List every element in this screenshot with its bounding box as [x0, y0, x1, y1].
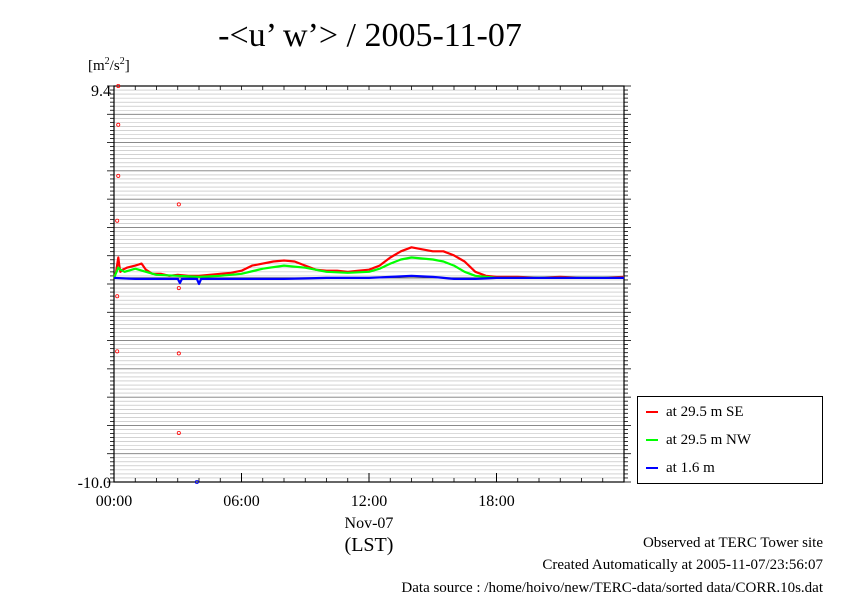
- legend-item-se: at 29.5 m SE: [644, 402, 820, 422]
- legend-label: at 1.6 m: [666, 460, 715, 476]
- outlier-point: [116, 84, 121, 89]
- outlier-point: [116, 173, 121, 178]
- outlier-point: [115, 218, 120, 223]
- footer-source: Data source : /home/hoivo/new/TERC-data/…: [401, 580, 823, 596]
- outlier-point: [176, 286, 181, 291]
- x-tick-label: 18:00: [478, 493, 514, 510]
- outlier-point: [176, 351, 181, 356]
- footer-site: Observed at TERC Tower site: [642, 535, 823, 551]
- grid-lines: [114, 85, 624, 483]
- legend: at 29.5 m SE at 29.5 m NW at 1.6 m: [637, 396, 823, 484]
- outlier-points: [115, 84, 199, 484]
- chart-title: -<u’ w’> / 2005-11-07: [218, 17, 522, 54]
- outlier-point: [194, 479, 199, 484]
- x-tick-label: 12:00: [351, 493, 387, 510]
- y-axis: 9.4 -10.0: [78, 83, 631, 492]
- outlier-point: [115, 349, 120, 354]
- outlier-point: [176, 202, 181, 207]
- legend-item-nw: at 29.5 m NW: [644, 430, 820, 450]
- outlier-point: [115, 294, 120, 299]
- legend-item-low: at 1.6 m: [644, 458, 820, 478]
- x-date-label: Nov-07: [345, 515, 394, 532]
- footer-created: Created Automatically at 2005-11-07/23:5…: [542, 557, 823, 573]
- y-tick-label: 9.4: [91, 83, 111, 100]
- x-tick-label: 00:00: [96, 493, 132, 510]
- x-axis-label: (LST): [345, 534, 394, 556]
- legend-label: at 29.5 m NW: [666, 432, 751, 448]
- series-line-2: [113, 274, 624, 286]
- legend-swatch-green: [646, 439, 658, 441]
- legend-swatch-blue: [646, 467, 658, 469]
- legend-swatch-red: [646, 411, 658, 413]
- x-tick-label: 06:00: [223, 493, 259, 510]
- outlier-point: [116, 122, 121, 127]
- series-line-0: [112, 246, 625, 279]
- outlier-point: [176, 431, 181, 436]
- x-axis: 00:00 06:00 12:00 18:00: [96, 86, 625, 510]
- y-tick-label: -10.0: [78, 475, 111, 492]
- legend-label: at 29.5 m SE: [666, 404, 744, 420]
- series-lines: [112, 246, 625, 286]
- y-axis-unit-label: [m2/s2]: [88, 56, 130, 74]
